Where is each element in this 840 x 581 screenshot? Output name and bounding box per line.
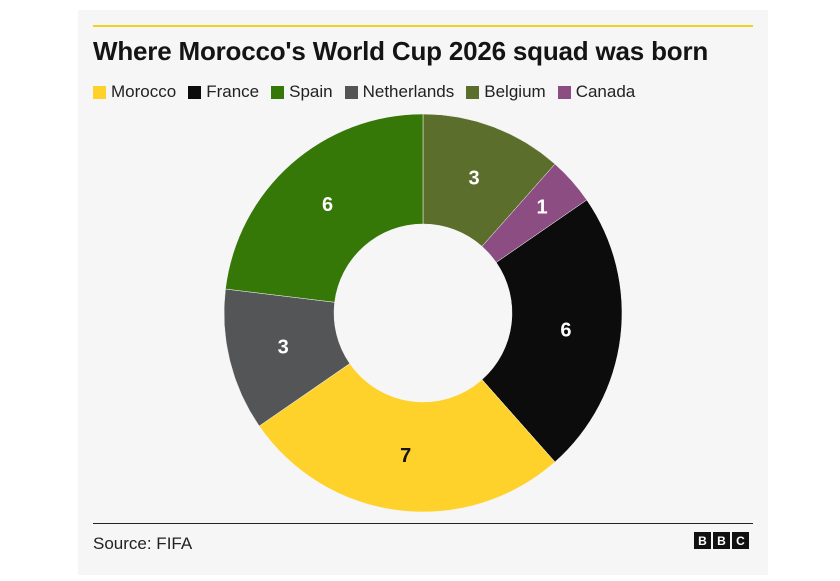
legend-item-spain: Spain (271, 82, 333, 102)
slice-label-belgium: 3 (469, 167, 480, 189)
legend-swatch (344, 85, 358, 99)
bbc-logo-block: C (732, 532, 749, 549)
accent-bar (93, 25, 753, 27)
legend: Morocco France Spain Netherlands Belgium Cana… (93, 82, 647, 102)
legend-swatch (188, 85, 202, 99)
legend-swatch (466, 85, 480, 99)
legend-item-morocco: Morocco (93, 82, 176, 102)
slice-label-canada: 1 (536, 197, 547, 219)
footer-divider (93, 523, 753, 524)
legend-label: Netherlands (362, 82, 455, 101)
legend-item-netherlands: Netherlands (344, 82, 455, 102)
legend-item-belgium: Belgium (466, 82, 546, 102)
slice-label-spain: 6 (322, 194, 333, 216)
legend-label: Morocco (111, 82, 177, 101)
slice-label-france: 6 (560, 319, 571, 341)
source-note: Source: FIFA (93, 534, 193, 553)
slice-spain (225, 113, 424, 303)
chart-title: Where Morocco's World Cup 2026 squad was… (93, 36, 709, 66)
slice-morocco (258, 363, 556, 513)
slice-label-netherlands: 3 (278, 336, 289, 358)
legend-label: Spain (289, 82, 333, 101)
legend-label: France (206, 82, 260, 101)
slice-label-morocco: 7 (400, 445, 411, 467)
slice-france (481, 199, 623, 463)
bbc-logo-block: B (694, 532, 711, 549)
legend-item-france: France (188, 82, 259, 102)
legend-label: Belgium (484, 82, 546, 101)
legend-swatch (93, 85, 106, 99)
bbc-logo-block: B (713, 532, 730, 549)
legend-swatch (557, 85, 571, 99)
legend-swatch (271, 85, 285, 99)
legend-item-canada: Canada (557, 82, 636, 102)
legend-label: Canada (575, 82, 636, 101)
